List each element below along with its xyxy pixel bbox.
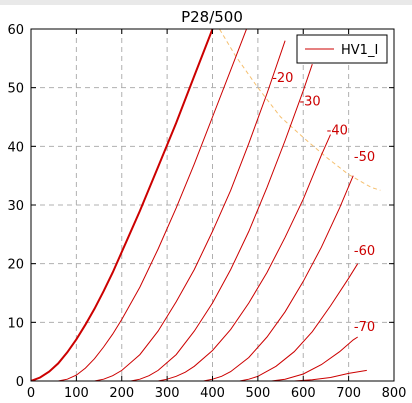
series-line [294,369,367,381]
y-tick-label: 40 [7,140,24,155]
tick-labels: 0 100 200 300 400 500 600 700 800 0 10 20 30 40 50 60 [7,23,406,401]
x-tick-label: 200 [109,386,134,401]
curve-label: -20 [272,71,293,86]
y-tick-label: 0 [16,375,24,390]
series-line [203,175,354,381]
series-line [31,29,214,381]
legend: HV1_I [296,34,388,64]
top-strip [0,0,412,5]
curve-labels-layer: -20 -30 -40 -50 -60 -70 [272,71,375,335]
chart-title: P28/500 [181,8,243,26]
x-tick-label: 400 [200,386,225,401]
curve-label: -60 [354,244,375,259]
y-tick-label: 10 [7,316,24,331]
y-tick-label: 20 [7,258,24,273]
curve-label: -50 [354,150,375,165]
x-tick-label: 0 [27,386,35,401]
y-tick-label: 50 [7,82,24,97]
x-tick-label: 100 [64,386,89,401]
dissipation-curve [218,29,381,191]
y-tick-label: 60 [7,23,24,38]
series-line [58,29,248,381]
ticks [30,28,395,382]
series-layer [31,29,367,381]
curve-label: -40 [327,124,348,139]
x-tick-label: 600 [291,386,316,401]
series-line [239,263,359,381]
grid [31,29,394,381]
legend-label: HV1_I [341,43,378,58]
curve-label: -30 [299,94,320,109]
series-line [94,40,286,381]
x-tick-label: 500 [245,386,270,401]
y-tick-label: 30 [7,199,24,214]
x-tick-label: 300 [155,386,180,401]
series-line [271,336,358,381]
series-line [158,134,331,381]
x-tick-label: 800 [382,386,407,401]
curve-label: -70 [354,320,375,335]
series-line [130,64,313,381]
dissipation-curve-layer [218,29,381,191]
x-tick-label: 700 [336,386,361,401]
